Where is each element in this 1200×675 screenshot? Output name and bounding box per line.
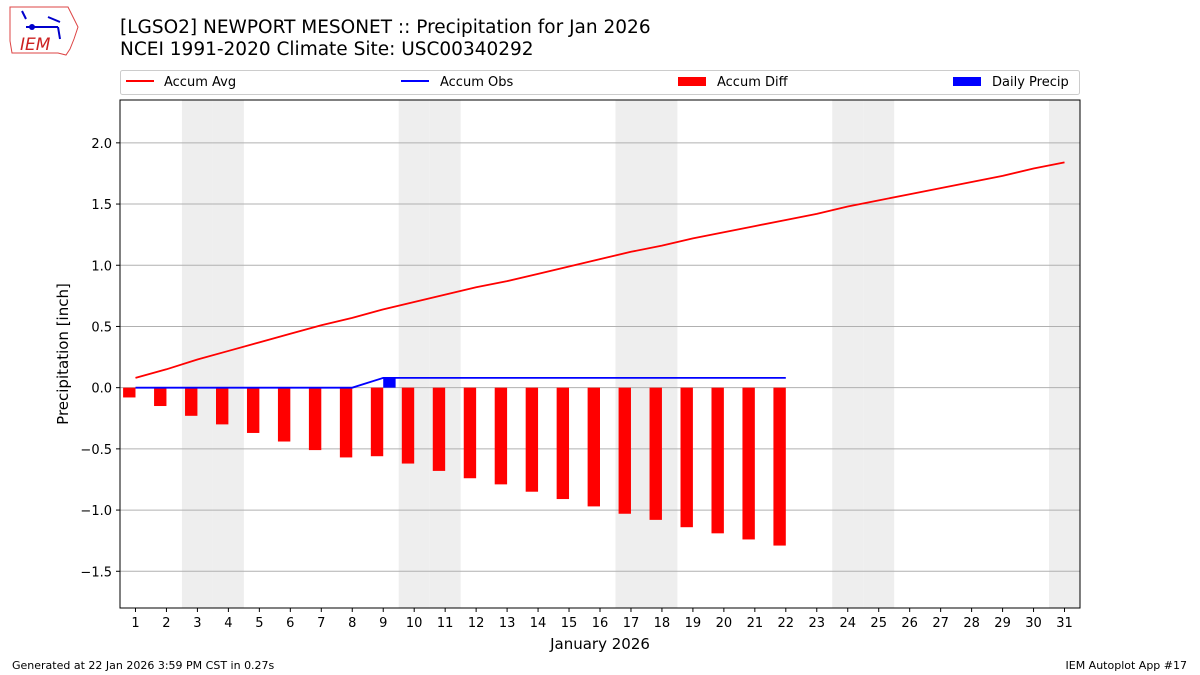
- weekend-shade: [832, 100, 864, 608]
- accum-diff-bar: [773, 387, 786, 546]
- accum-diff-bar: [216, 387, 229, 425]
- y-tick-label: −0.5: [80, 443, 112, 458]
- accum-diff-bar: [587, 387, 600, 507]
- x-tick-label: 21: [747, 616, 764, 631]
- accum-diff-bar: [308, 387, 322, 451]
- x-tick-label: 3: [193, 616, 201, 631]
- x-tick-label: 11: [437, 616, 454, 631]
- y-tick-label: 0.0: [91, 382, 112, 397]
- weekend-shade: [429, 100, 461, 608]
- iem-logo: IEM: [8, 5, 80, 61]
- x-tick-label: 1: [131, 616, 139, 631]
- y-tick-label: 0.5: [91, 320, 112, 335]
- accum-diff-bar: [246, 387, 260, 433]
- x-tick-label: 5: [255, 616, 263, 631]
- accum-diff-bar: [649, 387, 662, 520]
- chart-title: [LGSO2] NEWPORT MESONET :: Precipitation…: [120, 17, 651, 38]
- x-tick-label: 7: [317, 616, 325, 631]
- x-tick-label: 9: [379, 616, 387, 631]
- accum-diff-bar: [711, 387, 724, 534]
- weekend-shade: [398, 100, 430, 608]
- x-tick-label: 10: [406, 616, 423, 631]
- y-tick-label: −1.0: [80, 504, 112, 519]
- x-tick-label: 13: [499, 616, 516, 631]
- legend-swatch-accum-diff: [678, 77, 706, 86]
- x-tick-label: 18: [654, 616, 671, 631]
- x-tick-label: 2: [162, 616, 170, 631]
- x-tick-label: 27: [932, 616, 949, 631]
- accum-diff-bar: [742, 387, 755, 540]
- weekend-shade: [646, 100, 678, 608]
- x-tick-label: 24: [839, 616, 856, 631]
- weekend-shade: [181, 100, 213, 608]
- svg-text:IEM: IEM: [20, 35, 51, 55]
- x-tick-label: 30: [1025, 616, 1042, 631]
- x-axis-label: January 2026: [549, 635, 650, 653]
- legend-label-accum-avg: Accum Avg: [164, 75, 236, 90]
- y-tick-label: 1.0: [91, 259, 112, 274]
- y-tick-label: 1.5: [91, 198, 112, 213]
- weekend-shade: [1049, 100, 1080, 608]
- x-tick-label: 29: [994, 616, 1011, 631]
- legend-label-accum-diff: Accum Diff: [717, 75, 789, 90]
- accum-diff-bar: [154, 387, 167, 407]
- legend-label-accum-obs: Accum Obs: [440, 75, 513, 90]
- accum-diff-bar: [123, 387, 136, 398]
- x-tick-label: 31: [1056, 616, 1073, 631]
- y-tick-label: −1.5: [80, 565, 112, 580]
- x-tick-label: 8: [348, 616, 356, 631]
- chart-subtitle: NCEI 1991-2020 Climate Site: USC00340292: [120, 39, 534, 60]
- accum-diff-bar: [277, 387, 291, 442]
- y-tick-label: 2.0: [91, 137, 112, 152]
- x-tick-label: 14: [530, 616, 547, 631]
- x-tick-label: 22: [778, 616, 795, 631]
- accum-diff-bar: [339, 387, 353, 458]
- weekend-shade: [863, 100, 895, 608]
- x-tick-label: 17: [623, 616, 640, 631]
- x-tick-label: 16: [592, 616, 609, 631]
- accum-obs-line: [135, 376, 786, 389]
- x-tick-label: 25: [870, 616, 887, 631]
- legend: Accum Avg Accum Obs Accum Diff Daily Pre…: [120, 70, 1080, 95]
- accum-diff-bar: [463, 387, 477, 479]
- legend-swatch-daily-precip: [953, 77, 981, 86]
- accum-diff-bar: [185, 387, 198, 416]
- x-tick-label: 15: [561, 616, 578, 631]
- weekend-shade: [615, 100, 647, 608]
- accum-diff-bar: [432, 387, 446, 471]
- legend-label-daily-precip: Daily Precip: [992, 75, 1069, 90]
- accum-diff-bar: [494, 387, 508, 485]
- accum-avg-line: [135, 161, 1065, 379]
- x-tick-label: 4: [224, 616, 232, 631]
- accum-diff-bar: [680, 387, 693, 528]
- accum-diff-bar: [370, 387, 384, 457]
- generated-timestamp: Generated at 22 Jan 2026 3:59 PM CST in …: [12, 659, 275, 672]
- x-tick-label: 19: [685, 616, 702, 631]
- x-tick-label: 26: [901, 616, 918, 631]
- accum-diff-bar: [401, 387, 415, 464]
- plot-frame: [119, 99, 1081, 609]
- x-tick-label: 12: [468, 616, 485, 631]
- y-axis-label: Precipitation [inch]: [54, 283, 72, 425]
- accum-diff-bar: [525, 387, 539, 492]
- x-tick-label: 23: [809, 616, 826, 631]
- accum-diff-bar: [556, 387, 570, 500]
- x-tick-label: 20: [716, 616, 733, 631]
- accum-diff-bar: [618, 387, 631, 514]
- daily-precip-bar: [383, 377, 396, 388]
- app-id: IEM Autoplot App #17: [1065, 659, 1188, 672]
- x-tick-label: 28: [963, 616, 980, 631]
- x-tick-label: 6: [286, 616, 294, 631]
